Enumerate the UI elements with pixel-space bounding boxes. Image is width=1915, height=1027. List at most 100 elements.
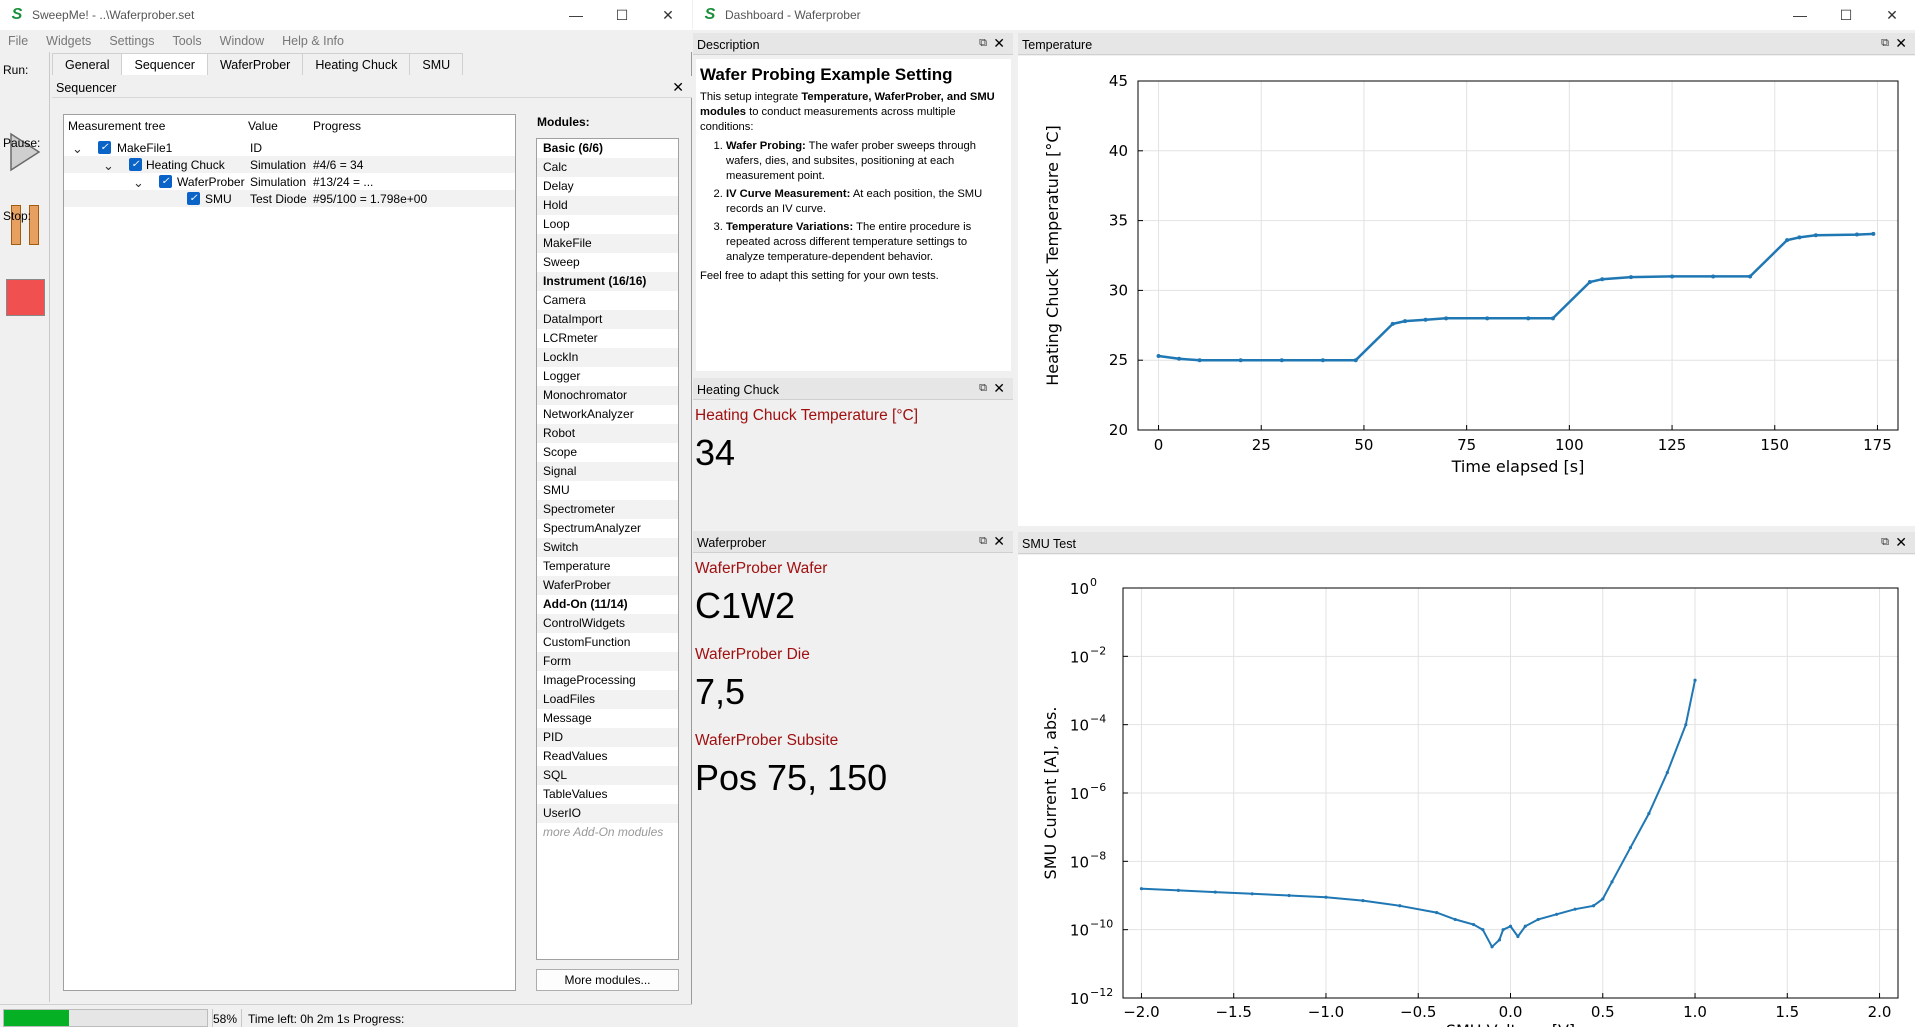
module-item[interactable]: Logger xyxy=(543,369,581,383)
chevron-down-icon[interactable]: ⌄ xyxy=(103,158,114,173)
module-item[interactable]: Message xyxy=(543,711,592,725)
minimize-icon[interactable]: — xyxy=(569,7,583,23)
description-item: Wafer Probing: The wafer prober sweeps t… xyxy=(726,139,1007,184)
data-point xyxy=(1670,274,1675,279)
module-item[interactable]: Robot xyxy=(537,424,678,443)
menu-window[interactable]: Window xyxy=(219,34,265,48)
tab-general[interactable]: General xyxy=(52,53,123,75)
module-item[interactable]: Signal xyxy=(537,462,678,481)
description-panel-title: Description xyxy=(697,38,760,52)
menu-widgets[interactable]: Widgets xyxy=(46,34,92,48)
module-item[interactable]: Form xyxy=(537,652,678,671)
float-panel-icon[interactable]: ⧉ xyxy=(979,37,987,49)
module-category[interactable]: Basic (6/6) xyxy=(543,141,604,155)
module-item[interactable]: CustomFunction xyxy=(543,635,631,649)
module-item[interactable]: ControlWidgets xyxy=(537,614,678,633)
tree-row-makefile[interactable]: ⌄ ✓ MakeFile1 ID xyxy=(64,139,515,156)
tree-item-name: SMU xyxy=(205,192,232,206)
checkbox-checked-icon[interactable]: ✓ xyxy=(129,158,142,171)
module-item[interactable]: Monochromator xyxy=(537,386,678,405)
module-item[interactable]: NetworkAnalyzer xyxy=(543,407,634,421)
tab-sequencer[interactable]: Sequencer xyxy=(121,53,208,75)
menu-settings[interactable]: Settings xyxy=(109,34,155,48)
chevron-down-icon[interactable]: ⌄ xyxy=(72,141,83,156)
module-item[interactable]: Switch xyxy=(537,538,678,557)
data-point xyxy=(1591,904,1596,908)
measurement-tree[interactable]: Measurement tree Value Progress ⌄ ✓ Make… xyxy=(63,114,516,991)
modules-list[interactable]: Basic (6/6) Calc Delay Hold Loop MakeFile Swee… xyxy=(536,138,679,960)
module-item[interactable]: Scope xyxy=(543,445,578,459)
tab-smu[interactable]: SMU xyxy=(409,53,464,75)
checkbox-checked-icon[interactable]: ✓ xyxy=(98,141,111,154)
tree-row-smu[interactable]: ✓ SMU Test Diode #95/100 = 1.798e+00 xyxy=(64,190,515,207)
module-item[interactable]: SpectrumAnalyzer xyxy=(543,521,642,535)
module-category[interactable]: Instrument (16/16) xyxy=(537,272,678,291)
x-axis-label: SMU Voltage [V] xyxy=(1446,1021,1575,1027)
data-point xyxy=(1471,922,1476,927)
checkbox-checked-icon[interactable]: ✓ xyxy=(159,175,172,188)
module-item[interactable]: TableValues xyxy=(543,787,608,801)
float-panel-icon[interactable]: ⧉ xyxy=(979,382,987,394)
float-panel-icon[interactable]: ⧉ xyxy=(1881,536,1889,548)
sequencer-close-icon[interactable]: ✕ xyxy=(672,79,684,95)
float-panel-icon[interactable]: ⧉ xyxy=(1881,37,1889,49)
module-category[interactable]: Add-On (11/14) xyxy=(543,597,628,611)
run-button[interactable] xyxy=(9,132,41,172)
checkbox-checked-icon[interactable]: ✓ xyxy=(187,192,200,205)
module-item[interactable]: PID xyxy=(537,728,678,747)
pause-button[interactable] xyxy=(11,205,39,245)
stop-button[interactable] xyxy=(6,279,45,316)
tree-row-waferprober[interactable]: ⌄ ✓ WaferProber Simulation #13/24 = ... xyxy=(64,173,515,190)
module-item[interactable]: LockIn xyxy=(537,348,678,367)
close-panel-icon[interactable]: ✕ xyxy=(993,533,1005,549)
run-control-bar: Run: Pause: Stop: xyxy=(0,52,50,1002)
module-item[interactable]: UserIO xyxy=(537,804,678,823)
minimize-icon[interactable]: — xyxy=(1793,7,1807,23)
module-item[interactable]: ImageProcessing xyxy=(543,673,636,687)
close-panel-icon[interactable]: ✕ xyxy=(1895,35,1907,51)
module-item[interactable]: Loop xyxy=(543,217,570,231)
module-item[interactable]: Delay xyxy=(543,179,574,193)
module-item[interactable]: SQL xyxy=(537,766,678,785)
close-icon[interactable]: ✕ xyxy=(662,6,674,23)
module-item[interactable]: LCRmeter xyxy=(543,331,598,345)
tab-heating-chuck[interactable]: Heating Chuck xyxy=(302,53,411,75)
maximize-icon[interactable]: ☐ xyxy=(615,6,629,23)
data-point xyxy=(1213,890,1217,894)
module-item[interactable]: Sweep xyxy=(543,255,580,269)
menu-help[interactable]: Help & Info xyxy=(282,34,344,48)
close-panel-icon[interactable]: ✕ xyxy=(993,35,1005,51)
more-modules-button[interactable]: More modules... xyxy=(536,969,679,991)
module-item[interactable]: WaferProber xyxy=(537,576,678,595)
module-item[interactable]: Spectrometer xyxy=(537,500,678,519)
die-label: WaferProber Die xyxy=(695,646,810,663)
menu-tools[interactable]: Tools xyxy=(172,34,202,48)
module-item[interactable]: Temperature xyxy=(543,559,611,573)
y-axis-label: Heating Chuck Temperature [°C] xyxy=(1043,125,1062,385)
menu-file[interactable]: File xyxy=(8,34,29,48)
y-tick-label: 10 xyxy=(1070,990,1089,1008)
maximize-icon[interactable]: ☐ xyxy=(1839,6,1853,23)
close-icon[interactable]: ✕ xyxy=(1886,6,1898,23)
module-item[interactable]: Hold xyxy=(537,196,678,215)
module-item[interactable]: Camera xyxy=(543,293,586,307)
module-item[interactable]: LoadFiles xyxy=(537,690,678,709)
module-item[interactable]: ReadValues xyxy=(543,749,608,763)
chevron-down-icon[interactable]: ⌄ xyxy=(133,175,144,190)
tab-waferprober[interactable]: WaferProber xyxy=(206,53,304,75)
float-panel-icon[interactable]: ⧉ xyxy=(979,535,987,547)
close-panel-icon[interactable]: ✕ xyxy=(1895,534,1907,550)
module-item[interactable]: DataImport xyxy=(537,310,678,329)
module-item[interactable]: SMU xyxy=(543,483,570,497)
tree-row-heating-chuck[interactable]: ⌄ ✓ Heating Chuck Simulation #4/6 = 34 xyxy=(64,156,515,173)
right-window-title: Dashboard - Waferprober xyxy=(725,8,861,22)
module-item[interactable]: more Add-On modules xyxy=(543,825,664,839)
y-tick-label: 10 xyxy=(1070,785,1089,803)
data-point xyxy=(1485,316,1490,321)
module-item[interactable]: Calc xyxy=(537,158,678,177)
close-panel-icon[interactable]: ✕ xyxy=(993,380,1005,396)
temperature-chart[interactable]: 0 25 50 75 100 125 150 175 20 25 30 35 40 45 Time elap… xyxy=(1018,56,1915,526)
description-list: Wafer Probing: The wafer prober sweeps t… xyxy=(700,139,1007,265)
module-item[interactable]: MakeFile xyxy=(537,234,678,253)
